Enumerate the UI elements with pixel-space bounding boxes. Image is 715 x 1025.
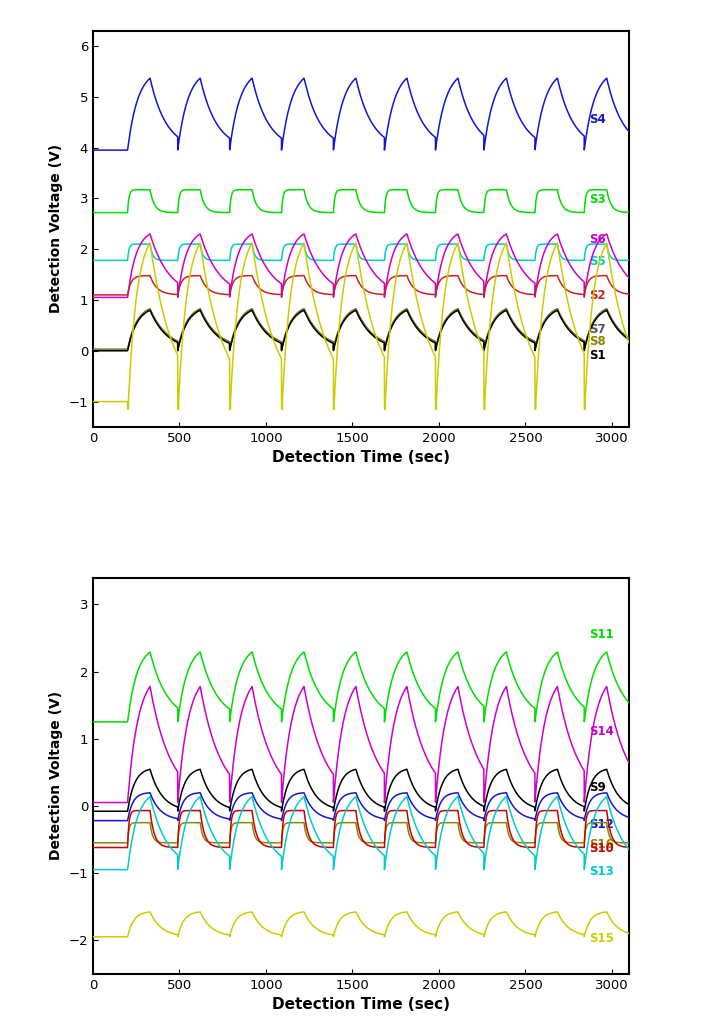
Text: S16: S16	[589, 837, 614, 851]
Text: S4: S4	[589, 113, 606, 126]
Text: S2: S2	[589, 289, 606, 302]
Y-axis label: Detection Voltage (V): Detection Voltage (V)	[49, 691, 63, 860]
Text: S10: S10	[589, 843, 614, 855]
Text: S7: S7	[589, 323, 606, 336]
Text: S5: S5	[589, 255, 606, 268]
Text: S6: S6	[589, 233, 606, 246]
Y-axis label: Detection Voltage (V): Detection Voltage (V)	[49, 145, 63, 314]
Text: S15: S15	[589, 933, 614, 945]
Text: S9: S9	[589, 781, 606, 793]
Text: S8: S8	[589, 335, 606, 348]
Text: S13: S13	[589, 865, 614, 878]
X-axis label: Detection Time (sec): Detection Time (sec)	[272, 997, 450, 1012]
Text: S14: S14	[589, 726, 614, 738]
Text: S11: S11	[589, 628, 614, 641]
Text: S12: S12	[589, 818, 614, 831]
X-axis label: Detection Time (sec): Detection Time (sec)	[272, 450, 450, 465]
Text: S3: S3	[589, 193, 606, 206]
Text: S1: S1	[589, 350, 606, 363]
